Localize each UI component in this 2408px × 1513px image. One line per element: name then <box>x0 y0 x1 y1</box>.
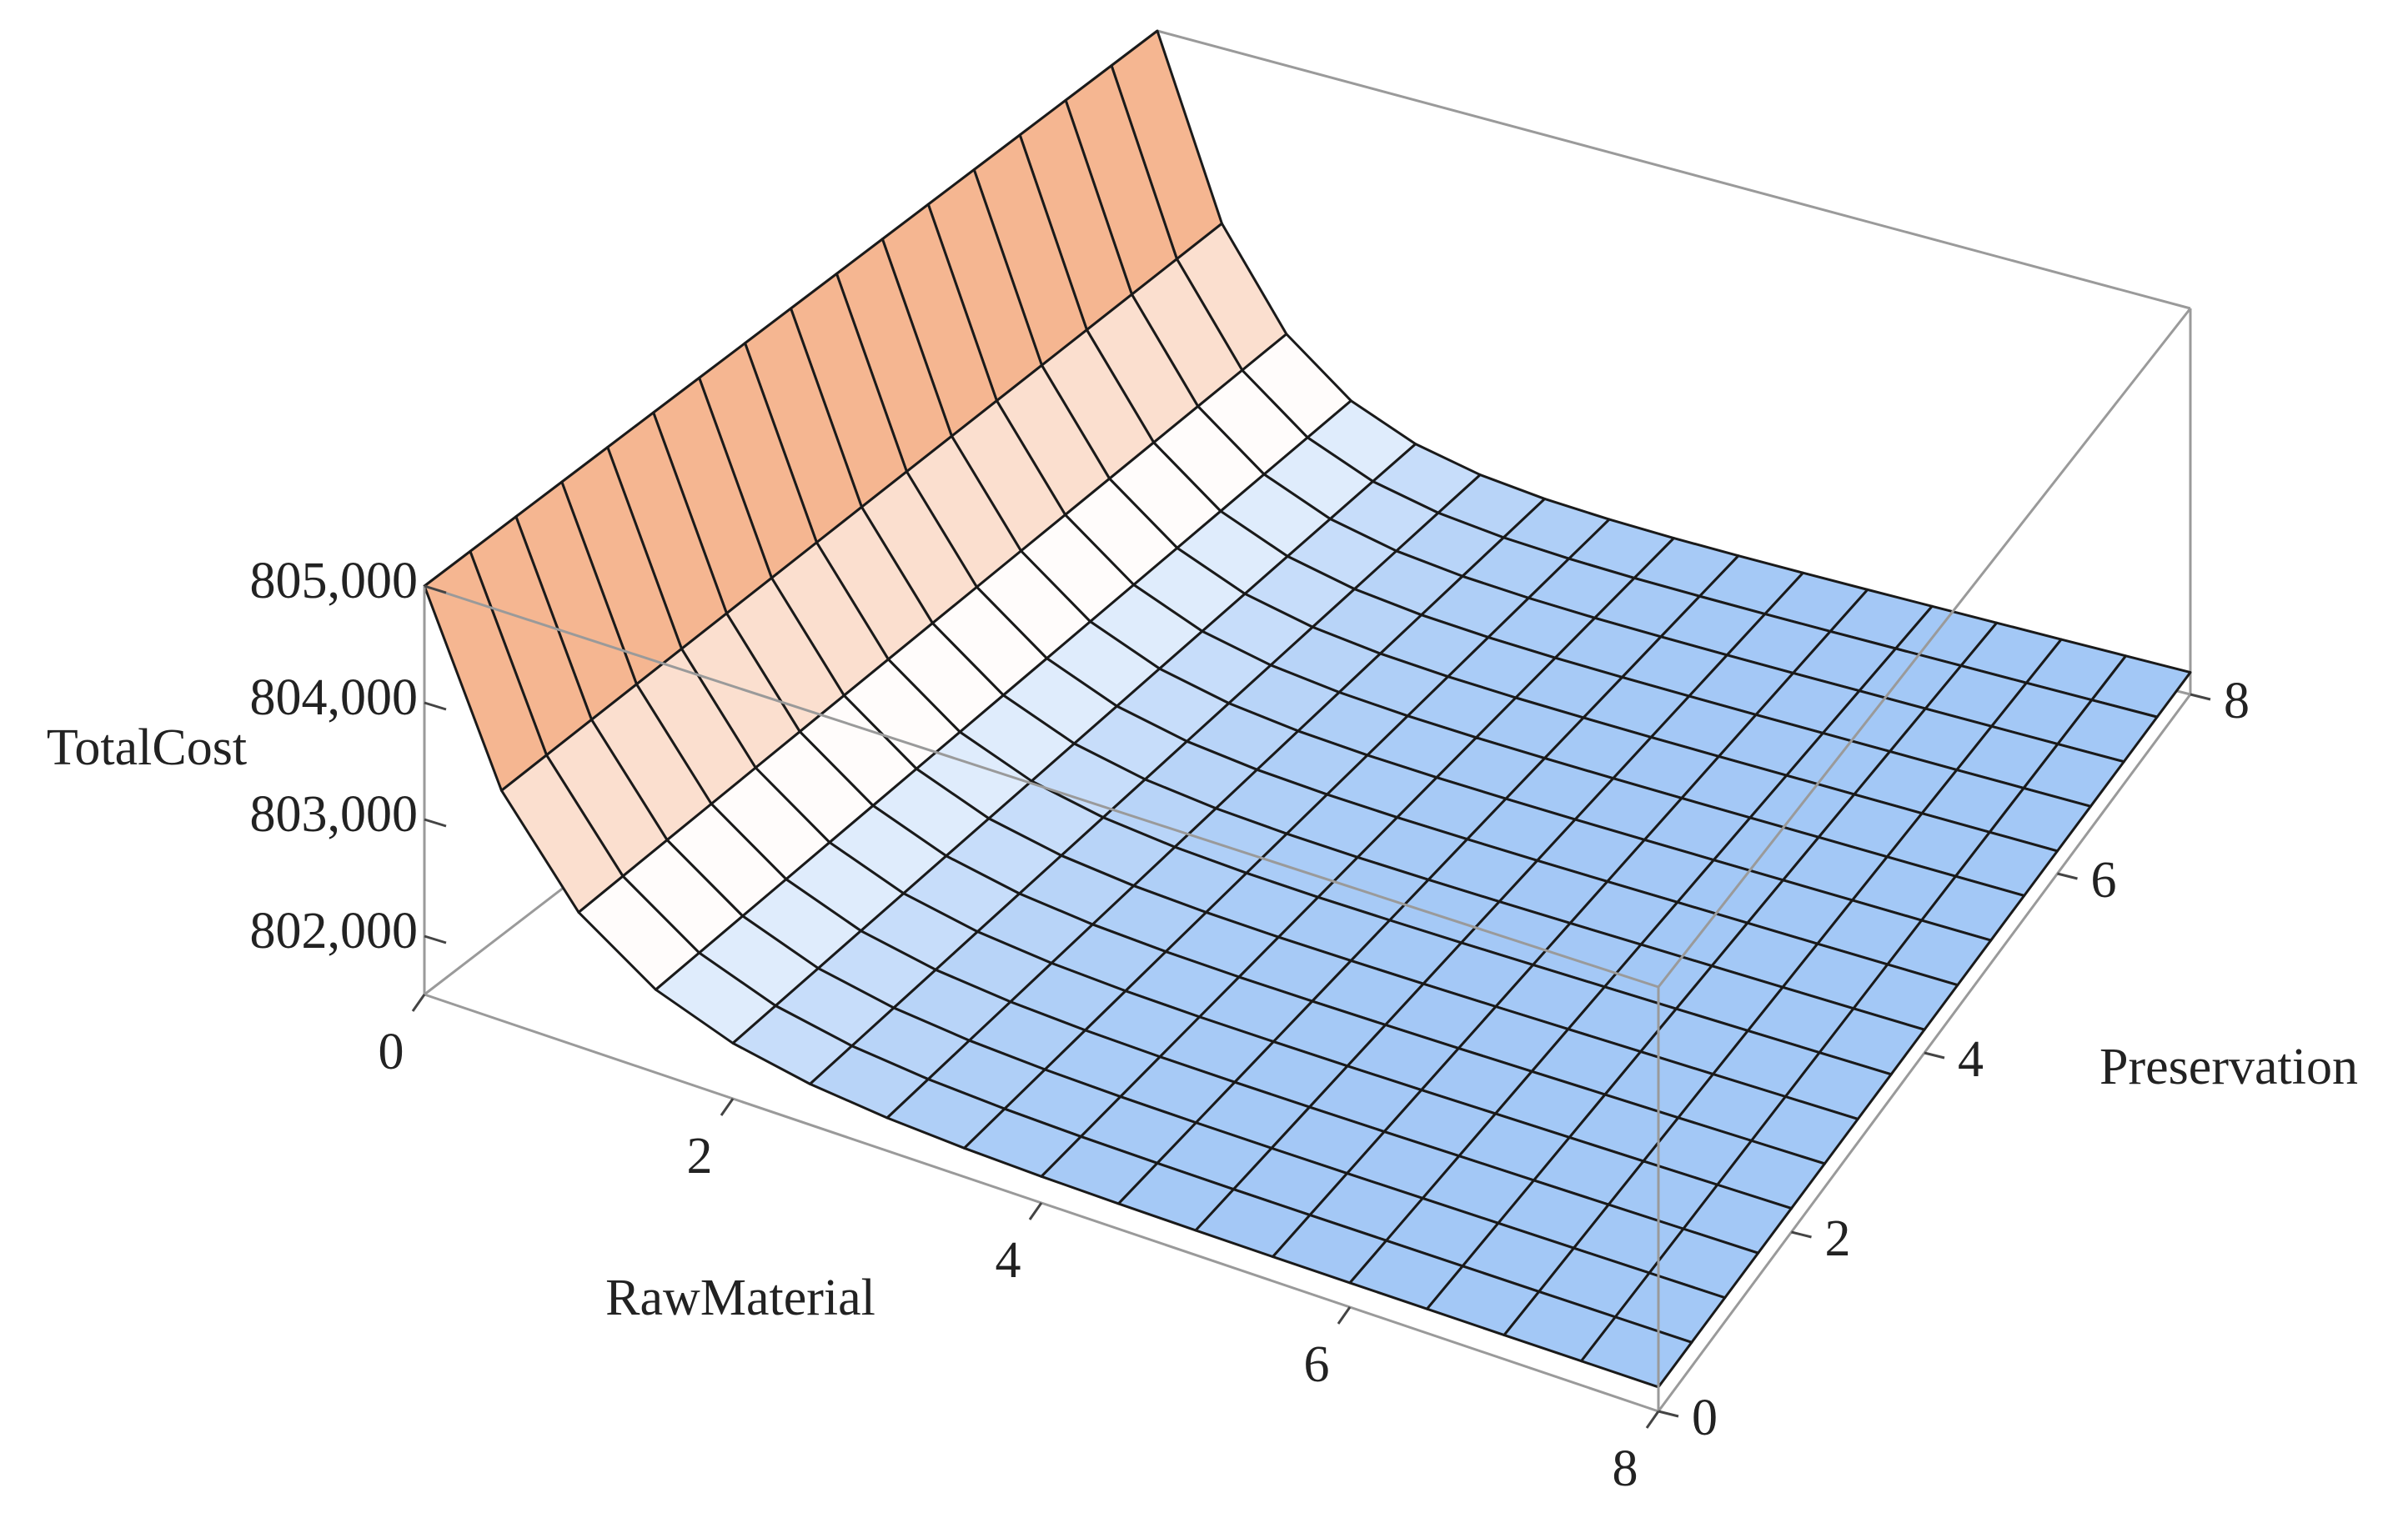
y-tick <box>2190 693 2211 701</box>
x-tick-label: 0 <box>379 1024 404 1080</box>
z-tick <box>424 818 447 828</box>
x-tick <box>1645 1410 1660 1429</box>
z-axis-label: TotalCost <box>47 719 247 776</box>
x-tick-label: 2 <box>687 1128 713 1185</box>
z-tick <box>424 934 447 944</box>
box-edge <box>1156 29 2191 310</box>
x-tick <box>1337 1306 1352 1325</box>
y-tick <box>1791 1230 1812 1239</box>
x-tick <box>720 1098 735 1116</box>
x-tick <box>1028 1202 1043 1220</box>
y-tick-label: 2 <box>1825 1210 1851 1267</box>
y-tick <box>1658 1410 1679 1418</box>
x-axis-label: RawMaterial <box>605 1270 875 1326</box>
y-axis-label: Preservation <box>2099 1039 2358 1095</box>
z-tick-label: 802,000 <box>250 903 419 959</box>
y-tick <box>2057 872 2078 880</box>
x-tick <box>411 994 426 1012</box>
z-tick <box>424 584 447 594</box>
z-tick <box>424 701 447 711</box>
y-tick-label: 0 <box>1692 1390 1718 1446</box>
y-tick-label: 4 <box>1958 1031 1984 1088</box>
y-tick-label: 6 <box>2091 852 2117 909</box>
y-tick-label: 8 <box>2224 673 2250 729</box>
y-tick <box>1924 1051 1945 1060</box>
x-tick-label: 6 <box>1304 1336 1330 1393</box>
z-tick-label: 803,000 <box>250 786 419 843</box>
x-tick-label: 4 <box>996 1232 1021 1289</box>
z-tick-label: 804,000 <box>250 669 419 726</box>
box-edge <box>1657 308 2192 988</box>
z-tick-label: 805,000 <box>250 553 419 609</box>
x-tick-label: 8 <box>1613 1440 1638 1497</box>
surface-patch <box>1580 1315 1693 1389</box>
box-edge <box>424 584 1659 989</box>
